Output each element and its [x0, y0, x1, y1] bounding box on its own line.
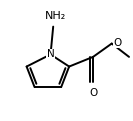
Text: O: O: [114, 38, 122, 48]
Text: NH₂: NH₂: [45, 11, 66, 21]
Text: O: O: [89, 88, 97, 98]
Text: N: N: [47, 49, 54, 59]
